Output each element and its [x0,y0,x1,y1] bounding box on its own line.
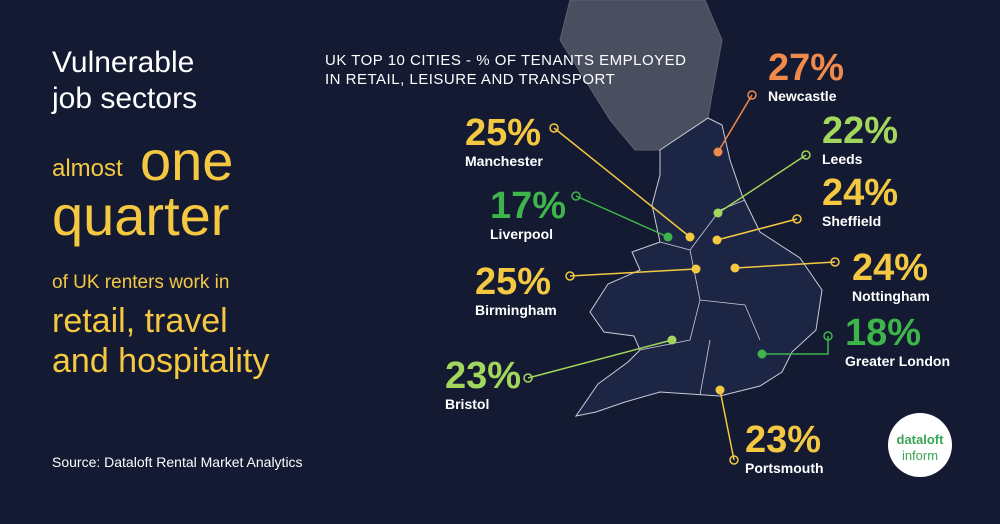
city-name: Portsmouth [745,460,824,476]
city-share: 24% [852,247,928,289]
city-share: 18% [845,312,921,354]
leader-line [734,261,836,269]
city-labels: 27%Newcastle22%Leeds24%Sheffield25%Manch… [445,47,950,476]
almost: almost [52,155,123,182]
city-name: Birmingham [475,302,557,318]
leader-line [553,127,691,238]
city-dot [667,335,677,345]
line-start [523,373,533,383]
city-dot [663,232,673,242]
line-start [823,331,833,341]
city-name: Newcastle [768,88,837,104]
renters: of UK renters work in [52,272,229,293]
leader-line [716,218,798,241]
city-name: Leeds [822,151,863,167]
city-name: Nottingham [852,288,930,304]
city-share: 23% [445,355,521,397]
city-share: 27% [768,47,844,89]
logo-text: inform [902,448,938,463]
city-name: Bristol [445,396,489,412]
leader-line [719,389,735,461]
line-start [830,257,840,267]
logo-circle [888,413,952,477]
city-name: Sheffield [822,213,881,229]
city-dot [713,147,723,157]
leader-line [569,268,697,277]
line-start [729,455,739,465]
city-share: 25% [475,261,551,303]
city-share: 23% [745,419,821,461]
city-name: Liverpool [490,226,553,242]
city-name: Manchester [465,153,543,169]
city-dot [757,349,767,359]
line-start [801,150,811,160]
city-dot [691,264,701,274]
headline-line: Vulnerable [52,46,194,79]
city-share: 17% [490,185,566,227]
one: one [140,129,233,192]
headline: Vulnerable job sectors [51,46,197,115]
sectors: retail, travel [52,302,228,340]
line-start [549,123,559,133]
line-start [571,191,581,201]
map-title: IN RETAIL, LEISURE AND TRANSPORT [325,71,615,88]
leader-line [762,336,829,355]
city-dot [713,208,723,218]
quarter: quarter [52,184,229,247]
leader-line [527,339,673,379]
line-start [747,90,757,100]
leader-line [717,94,753,153]
leader-line [575,195,669,238]
city-share: 22% [822,110,898,152]
leader-line [717,154,807,214]
line-start [792,214,802,224]
city-dot [715,385,725,395]
region-borders [639,199,761,396]
city-dot [730,263,740,273]
sectors: and hospitality [52,342,269,380]
line-start [565,271,575,281]
map-title: UK TOP 10 CITIES - % OF TENANTS EMPLOYED [325,52,686,69]
logo-text: dataloft [897,432,945,447]
city-share: 24% [822,172,898,214]
city-name: Greater London [845,353,950,369]
city-share: 25% [465,112,541,154]
city-dot [712,235,722,245]
city-dot [685,232,695,242]
source: Source: Dataloft Rental Market Analytics [52,454,303,470]
logo: dataloft inform [888,413,952,477]
headline-line: job sectors [51,82,197,115]
